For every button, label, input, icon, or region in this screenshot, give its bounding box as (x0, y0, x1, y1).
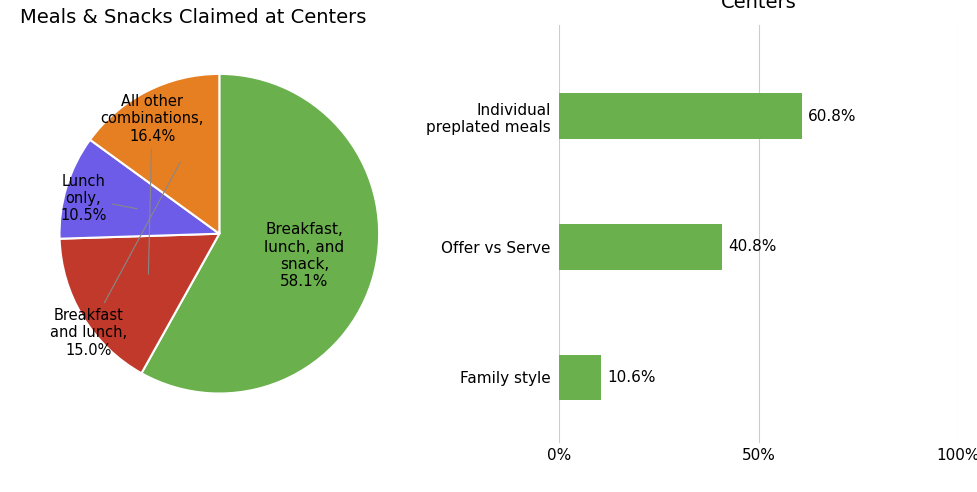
Text: 10.6%: 10.6% (607, 370, 656, 385)
Text: Lunch
only,
10.5%: Lunch only, 10.5% (61, 174, 137, 223)
Text: All other
combinations,
16.4%: All other combinations, 16.4% (101, 94, 203, 274)
Bar (558, 355, 601, 400)
Wedge shape (142, 74, 379, 394)
Wedge shape (60, 140, 219, 239)
Bar (558, 224, 721, 270)
Text: Breakfast,
lunch, and
snack,
58.1%: Breakfast, lunch, and snack, 58.1% (264, 222, 344, 289)
Title: Meal Service Methods at
Centers: Meal Service Methods at Centers (638, 0, 877, 12)
Text: 40.8%: 40.8% (727, 239, 776, 254)
Wedge shape (60, 234, 219, 373)
Text: Breakfast
and lunch,
15.0%: Breakfast and lunch, 15.0% (50, 162, 180, 358)
Bar (558, 93, 801, 139)
Wedge shape (90, 74, 219, 234)
Text: Meals & Snacks Claimed at Centers: Meals & Snacks Claimed at Centers (20, 8, 365, 27)
Text: 60.8%: 60.8% (807, 109, 856, 123)
